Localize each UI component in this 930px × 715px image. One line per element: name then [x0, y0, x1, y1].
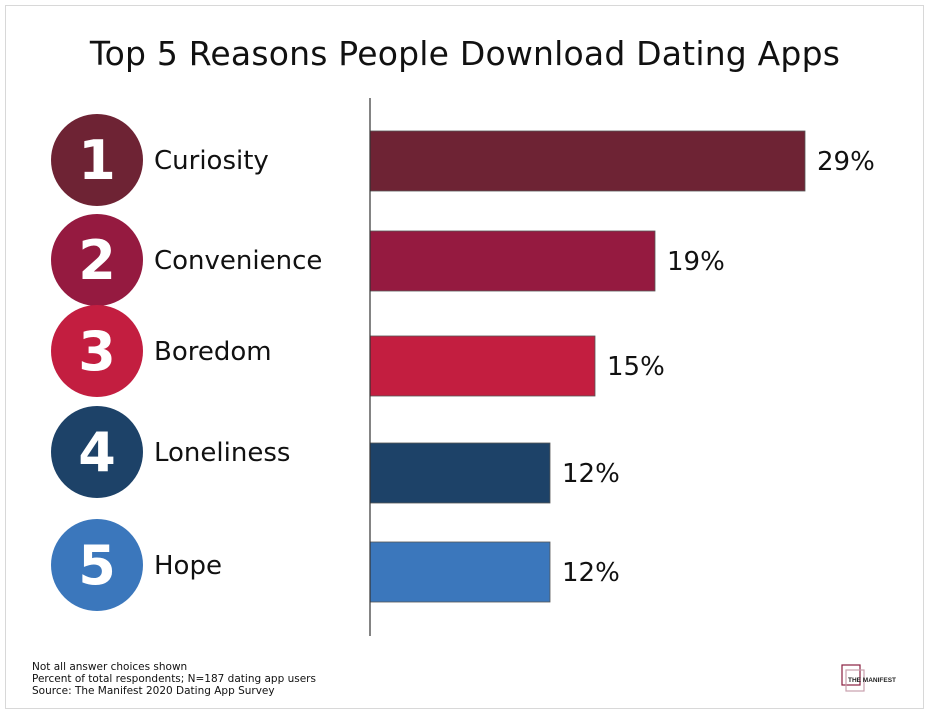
footer-note: Not all answer choices shown [32, 661, 188, 673]
value-label: 12% [562, 558, 620, 588]
rank-number: 5 [78, 534, 116, 597]
rank-number: 2 [78, 229, 116, 292]
rank-circle [51, 406, 143, 498]
category-label: Hope [154, 551, 222, 581]
value-label: 19% [667, 247, 725, 277]
category-label: Curiosity [154, 146, 269, 176]
rank-circle [51, 305, 143, 397]
category-label: Convenience [154, 246, 322, 276]
footer-note: Source: The Manifest 2020 Dating App Sur… [32, 685, 275, 697]
category-label: Boredom [154, 337, 272, 367]
chart-title: Top 5 Reasons People Download Dating App… [89, 34, 841, 73]
bar [369, 442, 551, 504]
bar [369, 130, 806, 192]
the-manifest-logo: THE MANIFEST [841, 664, 896, 692]
rank-number: 3 [78, 320, 116, 383]
footer-notes: Not all answer choices shown Percent of … [32, 661, 316, 697]
rank-number: 4 [78, 421, 116, 484]
value-label: 29% [817, 147, 875, 177]
footer-note: Percent of total respondents; N=187 dati… [32, 673, 316, 685]
chart-frame [5, 5, 924, 709]
category-label: Loneliness [154, 438, 290, 468]
bar [369, 230, 656, 292]
svg-text:THE MANIFEST: THE MANIFEST [848, 677, 896, 684]
rank-circle [51, 114, 143, 206]
rank-number: 1 [78, 129, 116, 192]
value-label: 12% [562, 459, 620, 489]
bar [369, 541, 551, 603]
value-label: 15% [607, 352, 665, 382]
rank-circle [51, 214, 143, 306]
bar [369, 335, 596, 397]
rank-circle [51, 519, 143, 611]
